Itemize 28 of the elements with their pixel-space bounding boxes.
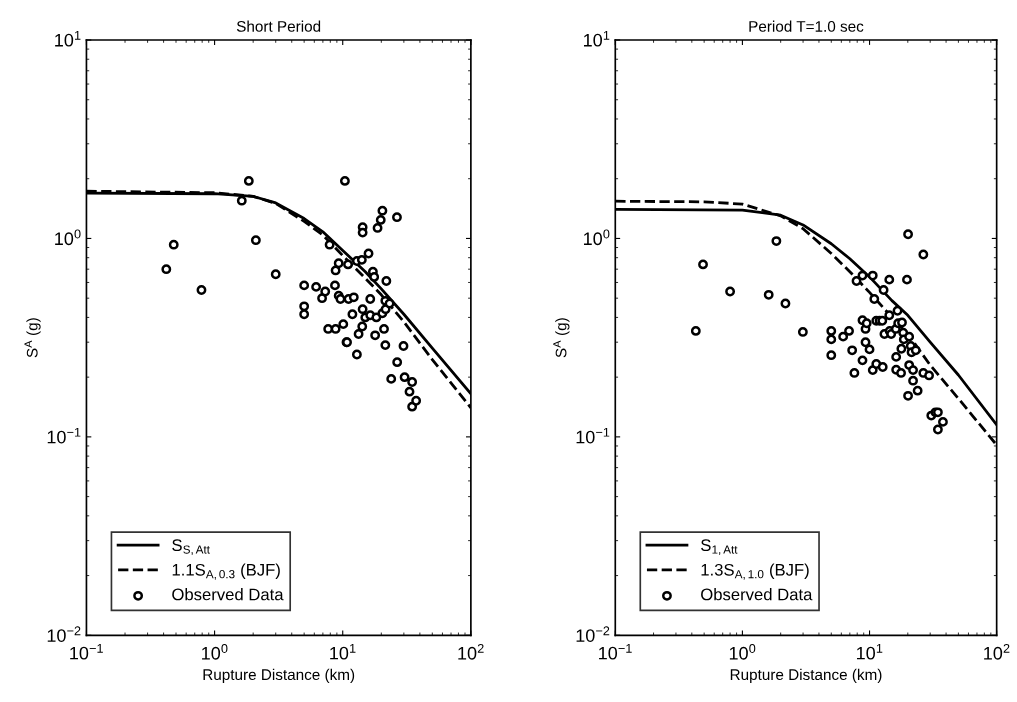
x-tick-label: 10$^{1}$	[857, 643, 883, 660]
chart-title: Short Period	[236, 20, 321, 32]
x-tick-label: 10$^{1}$	[330, 643, 356, 660]
x-axis-title: Rupture Distance (km)	[730, 668, 882, 684]
legend-label: Observed Data	[172, 588, 284, 601]
y-tick-label: 10$^{−1}$	[576, 427, 610, 444]
y-tick-label: 10$^{−2}$	[576, 626, 610, 642]
x-tick-label: 10$^{0}$	[729, 643, 756, 660]
x-tick-label: 10$^{−1}$	[70, 643, 103, 660]
legend-label: Observed Data	[701, 588, 813, 601]
x-tick-label: 10$^{0}$	[202, 643, 228, 660]
legend-label: S$_{S,Att}$	[172, 539, 210, 556]
legend-label: 1.1S$_{A,0.3}$ (BJF)	[172, 563, 280, 580]
y-tick-label: 10$^{0}$	[584, 229, 610, 246]
legend-label: S$_{1,Att}$	[701, 539, 738, 556]
x-tick-label: 10$^{2}$	[458, 643, 484, 660]
y-tick-label: 10$^{1}$	[55, 31, 81, 47]
y-tick-label: 10$^{−1}$	[47, 427, 81, 444]
legend-label: 1.3S$_{A,1.0}$ (BJF)	[701, 563, 809, 580]
y-axis-title: S$^{A}$ (g)	[553, 318, 570, 358]
y-axis-title: S$^{A}$ (g)	[24, 318, 41, 358]
x-tick-label: 10$^{2}$	[984, 643, 1010, 660]
chart-title: Period T=1.0 sec	[749, 20, 864, 32]
y-tick-label: 10$^{1}$	[584, 31, 610, 47]
y-tick-label: 10$^{−2}$	[47, 626, 81, 642]
y-tick-label: 10$^{0}$	[55, 229, 81, 246]
x-tick-label: 10$^{−1}$	[599, 643, 632, 660]
x-axis-title: Rupture Distance (km)	[203, 668, 355, 684]
